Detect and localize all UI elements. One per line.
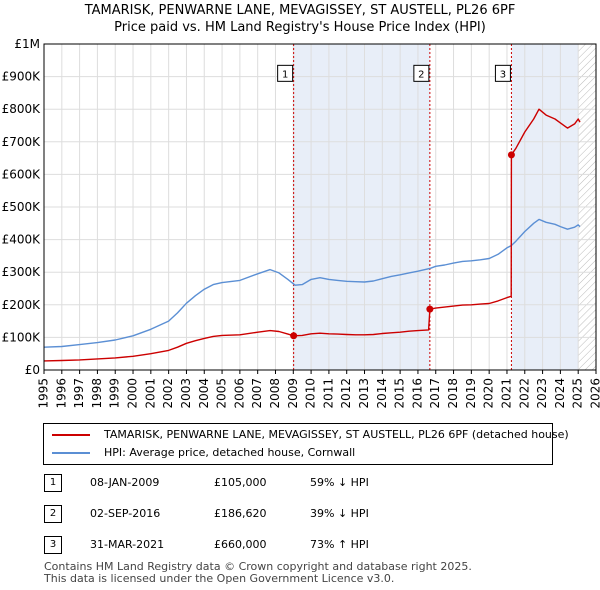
- x-tick-label: 2026: [589, 378, 600, 409]
- transaction-price: £105,000: [214, 476, 267, 489]
- legend-item-hpi: HPI: Average price, detached house, Corn…: [52, 444, 355, 462]
- x-tick-label: 2000: [126, 378, 140, 409]
- x-tick-label: 2017: [428, 378, 442, 409]
- x-tick-label: 2025: [571, 378, 585, 409]
- x-tick-label: 2007: [250, 378, 264, 409]
- chart-title-line-1: TAMARISK, PENWARNE LANE, MEVAGISSEY, ST …: [84, 3, 516, 18]
- x-tick-label: 2001: [143, 378, 157, 409]
- x-tick-label: 2002: [161, 378, 175, 409]
- x-tick-label: 2012: [339, 378, 353, 409]
- legend: TAMARISK, PENWARNE LANE, MEVAGISSEY, ST …: [43, 423, 569, 465]
- footer-licence: This data is licensed under the Open Gov…: [44, 572, 395, 585]
- x-tick-label: 2004: [197, 378, 211, 409]
- y-tick-label: £300K: [2, 265, 42, 279]
- transaction-hpi-diff: 39% ↓ HPI: [310, 507, 369, 520]
- legend-property-label: TAMARISK, PENWARNE LANE, MEVAGISSEY, ST …: [104, 428, 569, 441]
- y-tick-label: £500K: [2, 200, 42, 214]
- transaction-date: 08-JAN-2009: [90, 476, 160, 489]
- x-tick-label: 1997: [72, 378, 86, 409]
- x-tick-label: 2022: [517, 378, 531, 409]
- sale-label-box: [277, 64, 294, 82]
- x-tick-label: 1998: [90, 378, 104, 409]
- y-tick-label: £0: [25, 363, 40, 377]
- price-chart: 1 2 3 £0 £100K £200K £300K £400K £500K £600K £700…: [2, 37, 600, 409]
- legend-hpi-swatch: [52, 452, 90, 454]
- x-tick-label: 2019: [464, 378, 478, 409]
- sale-point: [290, 332, 298, 340]
- x-tick-label: 1999: [108, 378, 122, 409]
- plot-frame: [43, 43, 597, 371]
- sale-label: 2: [418, 69, 424, 80]
- x-tick-label: 2010: [304, 378, 318, 409]
- transaction-number: 3: [44, 536, 62, 554]
- x-tick-label: 2008: [268, 378, 282, 409]
- x-tick-label: 2021: [499, 378, 513, 409]
- x-tick-label: 2018: [446, 378, 460, 409]
- x-tick-label: 2024: [553, 378, 567, 409]
- transaction-row: 1 08-JAN-2009 £105,000 59% ↓ HPI: [44, 473, 564, 493]
- y-tick-label: £1M: [14, 37, 40, 51]
- y-tick-label: £400K: [2, 233, 42, 247]
- legend-hpi-label: HPI: Average price, detached house, Corn…: [104, 446, 356, 459]
- x-tick-label: 2005: [215, 378, 229, 409]
- x-tick-label: 2015: [393, 378, 407, 409]
- transaction-row: 3 31-MAR-2021 £660,000 73% ↑ HPI: [44, 535, 564, 555]
- transaction-number: 2: [44, 505, 62, 523]
- x-tick-label: 2023: [535, 378, 549, 409]
- y-tick-label: £800K: [2, 102, 42, 116]
- sale-label-box: [413, 64, 430, 82]
- chart-title-line-2: Price paid vs. HM Land Registry's House …: [114, 20, 486, 35]
- transaction-price: £660,000: [214, 538, 267, 551]
- x-tick-label: 2011: [321, 378, 335, 409]
- property-price-line: [43, 108, 581, 362]
- x-tick-label: 1996: [54, 378, 68, 409]
- transaction-hpi-diff: 73% ↑ HPI: [310, 538, 369, 551]
- sale-label: 1: [282, 69, 288, 80]
- sale-label-box: [494, 64, 511, 82]
- transaction-date: 02-SEP-2016: [90, 507, 161, 520]
- sale-point: [507, 151, 515, 159]
- y-tick-label: £100K: [2, 330, 42, 344]
- footer-copyright: Contains HM Land Registry data © Crown c…: [44, 560, 472, 573]
- x-tick-label: 1995: [37, 378, 51, 409]
- x-tick-label: 2009: [286, 378, 300, 409]
- x-tick-label: 2006: [232, 378, 246, 409]
- transaction-row: 2 02-SEP-2016 £186,620 39% ↓ HPI: [44, 504, 564, 524]
- y-tick-label: £200K: [2, 298, 42, 312]
- y-tick-label: £700K: [2, 135, 42, 149]
- x-tick-label: 2014: [375, 378, 389, 409]
- x-tick-label: 2013: [357, 378, 371, 409]
- x-tick-label: 2003: [179, 378, 193, 409]
- x-tick-label: 2020: [482, 378, 496, 409]
- legend-property-swatch: [52, 434, 90, 436]
- y-tick-label: £600K: [2, 167, 42, 181]
- x-tick-label: 2016: [410, 378, 424, 409]
- transaction-date: 31-MAR-2021: [90, 538, 165, 551]
- legend-item-property: TAMARISK, PENWARNE LANE, MEVAGISSEY, ST …: [52, 426, 569, 444]
- transaction-number: 1: [44, 474, 62, 492]
- transaction-price: £186,620: [214, 507, 267, 520]
- sale-label: 3: [500, 69, 506, 80]
- y-tick-label: £900K: [2, 70, 42, 84]
- hpi-line: [43, 218, 581, 348]
- sale-point: [426, 305, 434, 313]
- transaction-hpi-diff: 59% ↓ HPI: [310, 476, 369, 489]
